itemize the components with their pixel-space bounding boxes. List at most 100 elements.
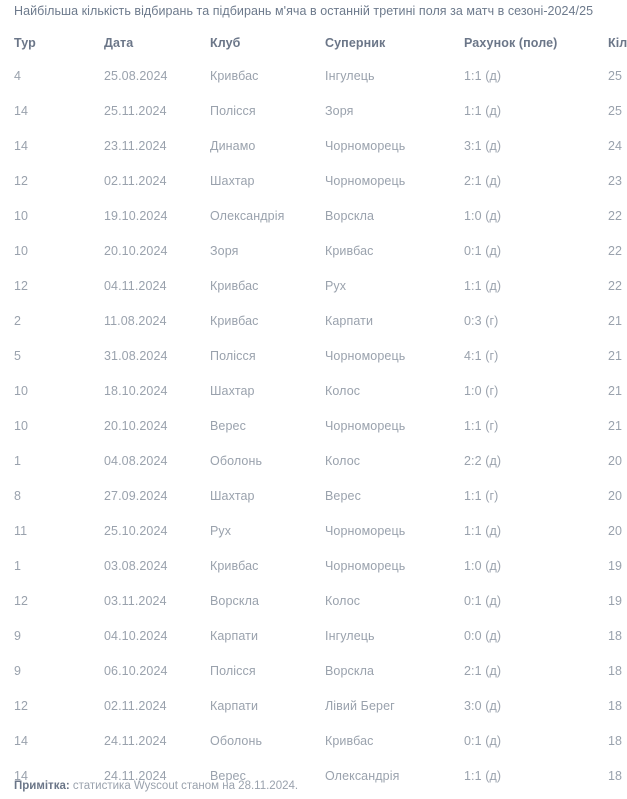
cell-date: 06.10.2024	[104, 663, 168, 678]
cell-count: 24	[608, 138, 623, 153]
table-row[interactable]: 12 02.11.2024 Карпати Лівий Берег 3:0 (д) 18	[0, 688, 627, 723]
column-header-opponent[interactable]: Суперник	[325, 35, 386, 50]
cell-score: 3:0 (д)	[464, 698, 502, 713]
cell-opponent: Карпати	[325, 313, 374, 328]
table-row[interactable]: 11 25.10.2024 Рух Чорноморець 1:1 (д) 20	[0, 513, 627, 548]
cell-count: 19	[608, 558, 623, 573]
cell-count: 18	[608, 733, 623, 748]
column-header-tur[interactable]: Тур	[14, 35, 36, 50]
note-label: Примітка:	[14, 780, 70, 792]
cell-opponent: Колос	[325, 593, 361, 608]
cell-tur: 14	[14, 103, 29, 118]
table-row[interactable]: 12 02.11.2024 Шахтар Чорноморець 2:1 (д) 23	[0, 163, 627, 198]
cell-count: 21	[608, 418, 623, 433]
cell-score: 1:1 (д)	[464, 768, 502, 783]
cell-opponent: Верес	[325, 488, 361, 503]
cell-count: 25	[608, 103, 623, 118]
column-header-date[interactable]: Дата	[104, 35, 134, 50]
cell-club: Ворскла	[210, 593, 260, 608]
table-row[interactable]: 14 24.11.2024 Верес Олександрія 1:1 (д) 18	[0, 758, 627, 793]
cell-count: 22	[608, 243, 623, 258]
cell-score: 1:0 (г)	[464, 383, 499, 398]
table-row[interactable]: 14 23.11.2024 Динамо Чорноморець 3:1 (д) 24	[0, 128, 627, 163]
cell-opponent: Чорноморець	[325, 558, 406, 573]
cell-tur: 12	[14, 698, 29, 713]
cell-tur: 10	[14, 208, 29, 223]
cell-club: Карпати	[210, 698, 259, 713]
cell-score: 0:1 (д)	[464, 243, 502, 258]
cell-score: 0:1 (д)	[464, 733, 502, 748]
column-header-score[interactable]: Рахунок (поле)	[464, 35, 558, 50]
cell-date: 25.11.2024	[104, 103, 167, 118]
cell-date: 03.08.2024	[104, 558, 168, 573]
cell-date: 31.08.2024	[104, 348, 168, 363]
cell-club: Зоря	[210, 243, 239, 258]
cell-club: Полісся	[210, 103, 256, 118]
cell-tur: 14	[14, 768, 29, 783]
table-row[interactable]: 8 27.09.2024 Шахтар Верес 1:1 (г) 20	[0, 478, 627, 513]
cell-opponent: Інгулець	[325, 628, 375, 643]
cell-tur: 10	[14, 383, 29, 398]
table-row[interactable]: 5 31.08.2024 Полісся Чорноморець 4:1 (г) 21	[0, 338, 627, 373]
cell-tur: 12	[14, 278, 29, 293]
cell-score: 1:1 (г)	[464, 488, 499, 503]
column-header-count[interactable]: Кількість	[608, 35, 627, 50]
cell-score: 0:3 (г)	[464, 313, 499, 328]
table-row[interactable]: 10 18.10.2024 Шахтар Колос 1:0 (г) 21	[0, 373, 627, 408]
cell-club: Оболонь	[210, 733, 263, 748]
cell-count: 18	[608, 698, 623, 713]
table-row[interactable]: 10 20.10.2024 Зоря Кривбас 0:1 (д) 22	[0, 233, 627, 268]
table-header: Тур Дата Клуб Суперник Рахунок (поле) Кі…	[0, 27, 627, 58]
cell-opponent: Чорноморець	[325, 348, 406, 363]
cell-count: 19	[608, 593, 623, 608]
table-row[interactable]: 10 20.10.2024 Верес Чорноморець 1:1 (г) 21	[0, 408, 627, 443]
cell-tur: 9	[14, 663, 22, 678]
table-row[interactable]: 14 25.11.2024 Полісся Зоря 1:1 (д) 25	[0, 93, 627, 128]
cell-date: 27.09.2024	[104, 488, 168, 503]
cell-score: 1:1 (д)	[464, 278, 502, 293]
cell-club: Полісся	[210, 663, 256, 678]
cell-date: 02.11.2024	[104, 698, 167, 713]
cell-score: 1:1 (г)	[464, 418, 499, 433]
cell-tur: 5	[14, 348, 22, 363]
table-row[interactable]: 14 24.11.2024 Оболонь Кривбас 0:1 (д) 18	[0, 723, 627, 758]
cell-club: Рух	[210, 523, 232, 538]
table-row[interactable]: 12 04.11.2024 Кривбас Рух 1:1 (д) 22	[0, 268, 627, 303]
cell-opponent: Зоря	[325, 103, 354, 118]
cell-opponent: Рух	[325, 278, 347, 293]
cell-opponent: Лівий Берег	[325, 698, 395, 713]
cell-date: 19.10.2024	[104, 208, 168, 223]
table-row[interactable]: 1 04.08.2024 Оболонь Колос 2:2 (д) 20	[0, 443, 627, 478]
note-text: статистика Wyscout станом на 28.11.2024.	[69, 780, 299, 792]
cell-score: 4:1 (г)	[464, 348, 499, 363]
cell-tur: 4	[14, 68, 22, 83]
cell-club: Кривбас	[210, 68, 259, 83]
cell-count: 18	[608, 768, 623, 783]
column-header-club[interactable]: Клуб	[210, 35, 241, 50]
cell-opponent: Олександрія	[325, 768, 400, 783]
cell-tur: 14	[14, 733, 29, 748]
table-row[interactable]: 1 03.08.2024 Кривбас Чорноморець 1:0 (д) 19	[0, 548, 627, 583]
cell-opponent: Ворскла	[325, 663, 375, 678]
cell-tur: 14	[14, 138, 29, 153]
cell-date: 04.10.2024	[104, 628, 168, 643]
cell-club: Кривбас	[210, 313, 259, 328]
table-row[interactable]: 9 06.10.2024 Полісся Ворскла 2:1 (д) 18	[0, 653, 627, 688]
cell-club: Шахтар	[210, 173, 255, 188]
table-row[interactable]: 4 25.08.2024 Кривбас Інгулець 1:1 (д) 25	[0, 58, 627, 93]
cell-score: 2:1 (д)	[464, 173, 502, 188]
cell-opponent: Чорноморець	[325, 173, 406, 188]
table-row[interactable]: 9 04.10.2024 Карпати Інгулець 0:0 (д) 18	[0, 618, 627, 653]
cell-club: Верес	[210, 768, 246, 783]
table-row[interactable]: 10 19.10.2024 Олександрія Ворскла 1:0 (д) 22	[0, 198, 627, 233]
table-row[interactable]: 12 03.11.2024 Ворскла Колос 0:1 (д) 19	[0, 583, 627, 618]
cell-date: 04.11.2024	[104, 278, 167, 293]
cell-count: 22	[608, 208, 623, 223]
cell-date: 18.10.2024	[104, 383, 168, 398]
cell-count: 20	[608, 488, 623, 503]
cell-score: 0:0 (д)	[464, 628, 502, 643]
table-row[interactable]: 2 11.08.2024 Кривбас Карпати 0:3 (г) 21	[0, 303, 627, 338]
cell-club: Олександрія	[210, 208, 285, 223]
cell-date: 20.10.2024	[104, 243, 168, 258]
